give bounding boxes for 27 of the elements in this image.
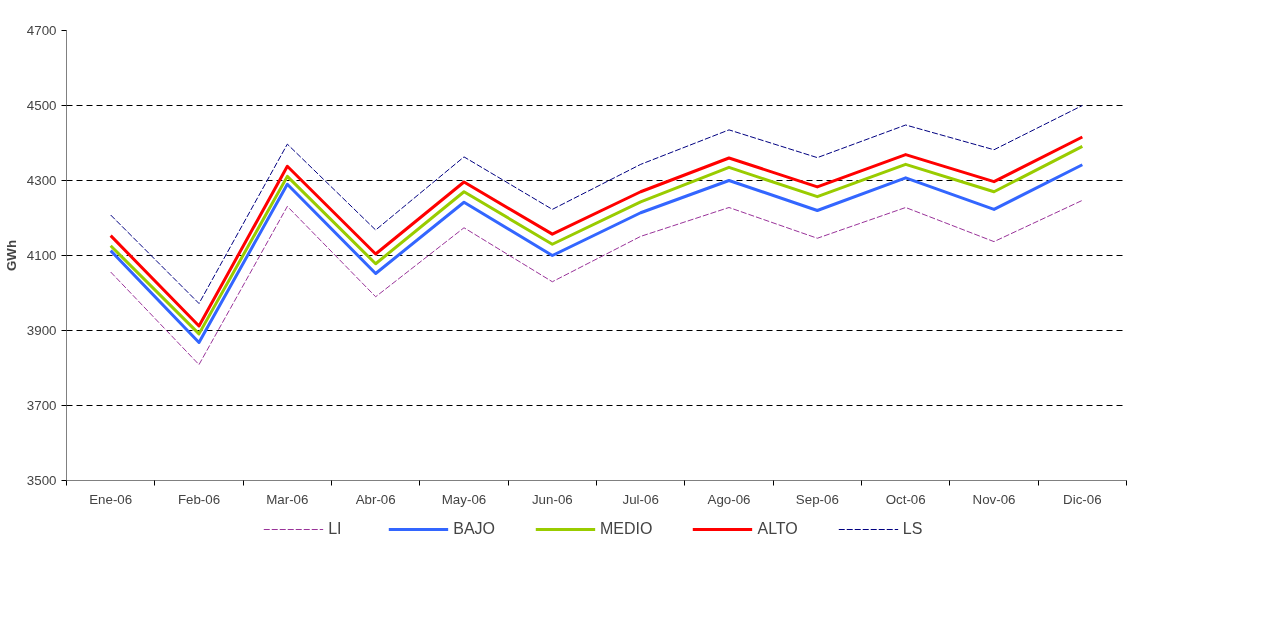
x-tick-label: Ago-06 xyxy=(707,491,751,507)
legend-label: BAJO xyxy=(453,520,496,538)
y-tick-label: 3700 xyxy=(26,398,57,413)
y-tick-label: 4300 xyxy=(26,173,57,188)
y-tick-label: 4500 xyxy=(26,98,57,113)
legend-label: LI xyxy=(328,520,343,538)
x-tick-label: Feb-06 xyxy=(177,491,221,507)
legend-label: ALTO xyxy=(757,520,798,538)
x-tick-label: Oct-06 xyxy=(885,491,926,507)
x-tick-label: Nov-06 xyxy=(972,491,1016,507)
line-series xyxy=(110,105,1083,304)
x-tick-label: Dic-06 xyxy=(1063,491,1102,507)
y-tick-label: 3500 xyxy=(26,473,57,488)
legend-label: MEDIO xyxy=(600,520,653,538)
x-tick-label: Jun-06 xyxy=(531,491,573,507)
y-tick-label: 4700 xyxy=(26,23,57,38)
x-tick-label: Sep-06 xyxy=(795,491,839,507)
x-tick-label: Jul-06 xyxy=(622,491,659,507)
x-tick-label: May-06 xyxy=(441,491,487,507)
y-tick-label: 3900 xyxy=(26,323,57,338)
y-tick-label: 4100 xyxy=(26,248,57,263)
legend-label: LS xyxy=(902,520,923,538)
x-tick-label: Mar-06 xyxy=(266,491,309,507)
y-axis-title: GWh xyxy=(3,239,19,272)
x-tick-label: Abr-06 xyxy=(355,491,396,507)
line-series xyxy=(110,199,1083,366)
x-tick-label: Ene-06 xyxy=(89,491,133,507)
